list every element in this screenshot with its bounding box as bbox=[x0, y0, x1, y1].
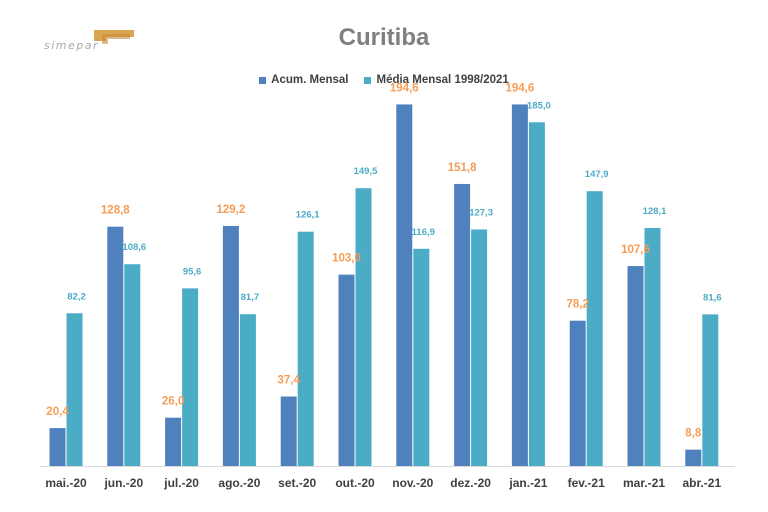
legend-swatch-acum bbox=[259, 76, 267, 84]
data-label-acum-nov.-20: 194,6 bbox=[390, 82, 419, 94]
data-label-acum-fev.-21: 78,2 bbox=[567, 299, 589, 311]
legend-item-acum: Acum. Mensal bbox=[259, 74, 348, 86]
data-label-acum-set.-20: 37,4 bbox=[278, 375, 301, 387]
data-label-acum-jan.-21: 194,6 bbox=[506, 82, 535, 94]
bar-media-ago.-20 bbox=[239, 314, 256, 466]
chart-legend: Acum. Mensal Média Mensal 1998/2021 bbox=[0, 74, 768, 86]
bar-media-fev.-21 bbox=[586, 191, 603, 467]
legend-item-media: Média Mensal 1998/2021 bbox=[364, 74, 509, 86]
bar-media-abr.-21 bbox=[702, 314, 719, 466]
bar-acum-nov.-20 bbox=[396, 104, 413, 466]
bar-media-set.-20 bbox=[297, 231, 314, 466]
bar-acum-mar.-21 bbox=[627, 266, 644, 466]
data-label-acum-out.-20: 103,0 bbox=[332, 253, 361, 265]
data-label-media-out.-20: 149,5 bbox=[354, 166, 378, 177]
logo-text: simepar bbox=[44, 39, 100, 52]
bar-media-mar.-21 bbox=[644, 227, 661, 466]
bar-acum-jul.-20 bbox=[165, 417, 182, 466]
data-label-media-jul.-20: 95,6 bbox=[183, 266, 202, 277]
data-label-media-fev.-21: 147,9 bbox=[585, 169, 609, 180]
bar-media-mai.-20 bbox=[66, 313, 83, 466]
data-label-media-jan.-21: 185,0 bbox=[527, 100, 551, 111]
data-label-acum-abr.-21: 8,8 bbox=[685, 428, 702, 440]
legend-swatch-media bbox=[364, 76, 372, 84]
bar-acum-jan.-21 bbox=[511, 104, 528, 466]
x-tick-label-out.-20: out.-20 bbox=[335, 476, 375, 490]
bar-acum-jun.-20 bbox=[107, 226, 124, 466]
x-tick-label-abr.-21: abr.-21 bbox=[682, 476, 721, 490]
simepar-logo-icon bbox=[94, 30, 134, 44]
data-label-acum-ago.-20: 129,2 bbox=[217, 204, 246, 216]
legend-label-acum: Acum. Mensal bbox=[271, 74, 349, 86]
bar-acum-mai.-20 bbox=[49, 428, 66, 466]
x-tick-label-ago.-20: ago.-20 bbox=[218, 476, 260, 490]
legend-label-media: Média Mensal 1998/2021 bbox=[376, 74, 509, 86]
bar-media-dez.-20 bbox=[471, 229, 488, 466]
x-tick-label-jan.-21: jan.-21 bbox=[508, 476, 547, 490]
bar-media-jul.-20 bbox=[182, 288, 199, 466]
x-tick-label-jul.-20: jul.-20 bbox=[163, 476, 199, 490]
data-label-media-mai.-20: 82,2 bbox=[67, 291, 86, 302]
data-label-media-ago.-20: 81,7 bbox=[241, 292, 260, 303]
data-label-acum-jul.-20: 26,0 bbox=[162, 396, 184, 408]
x-tick-label-nov.-20: nov.-20 bbox=[392, 476, 433, 490]
bar-acum-set.-20 bbox=[280, 396, 297, 466]
bar-media-jan.-21 bbox=[528, 122, 545, 467]
data-label-acum-dez.-20: 151,8 bbox=[448, 162, 477, 174]
bar-acum-fev.-21 bbox=[569, 320, 586, 466]
x-tick-label-mai.-20: mai.-20 bbox=[45, 476, 87, 490]
data-label-media-jun.-20: 108,6 bbox=[122, 242, 146, 253]
bar-acum-out.-20 bbox=[338, 274, 355, 466]
bar-media-jun.-20 bbox=[124, 264, 141, 466]
chart-title: Curitiba bbox=[338, 24, 430, 51]
data-label-media-dez.-20: 127,3 bbox=[469, 207, 493, 218]
data-label-media-abr.-21: 81,6 bbox=[703, 292, 722, 303]
x-tick-label-fev.-21: fev.-21 bbox=[568, 476, 605, 490]
data-label-media-set.-20: 126,1 bbox=[296, 210, 320, 221]
logo-shape-accent bbox=[102, 34, 130, 44]
data-label-media-mar.-21: 128,1 bbox=[643, 206, 667, 217]
x-tick-label-jun.-20: jun.-20 bbox=[103, 476, 143, 490]
bar-media-out.-20 bbox=[355, 188, 372, 466]
bar-acum-abr.-21 bbox=[685, 449, 702, 466]
bar-media-nov.-20 bbox=[413, 248, 430, 466]
bar-acum-ago.-20 bbox=[222, 225, 239, 466]
bar-acum-dez.-20 bbox=[454, 183, 471, 466]
x-tick-label-set.-20: set.-20 bbox=[278, 476, 316, 490]
data-label-acum-mai.-20: 20,4 bbox=[46, 406, 69, 418]
x-tick-label-dez.-20: dez.-20 bbox=[450, 476, 491, 490]
data-label-media-nov.-20: 116,9 bbox=[412, 227, 435, 238]
data-label-acum-mar.-21: 107,6 bbox=[621, 244, 650, 256]
data-label-acum-jun.-20: 128,8 bbox=[101, 205, 130, 217]
x-tick-label-mar.-21: mar.-21 bbox=[623, 476, 665, 490]
